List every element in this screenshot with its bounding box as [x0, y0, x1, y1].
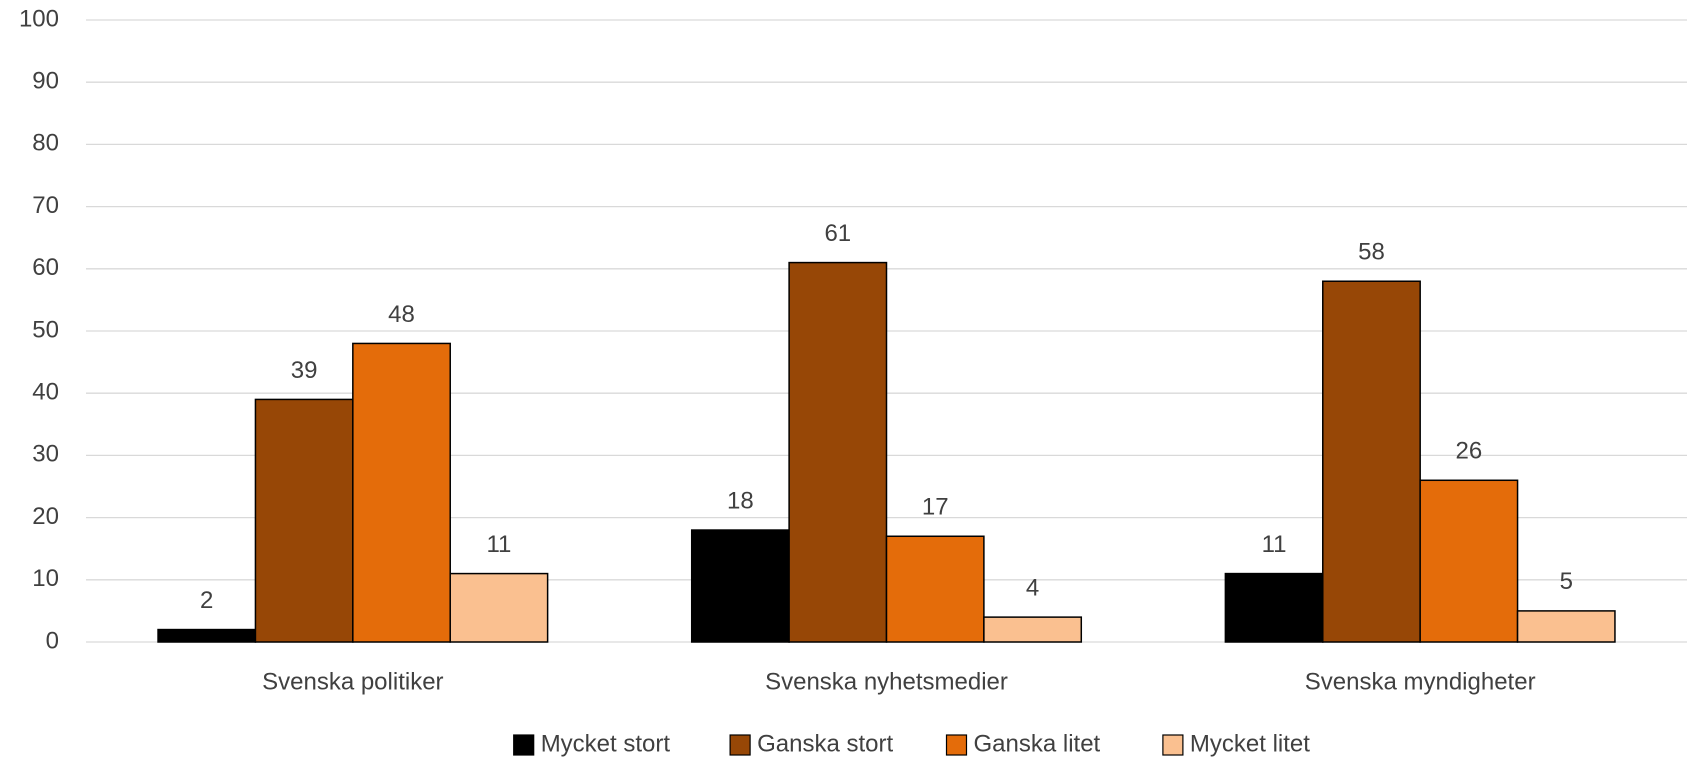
y-tick-label: 10: [32, 565, 59, 592]
data-label: 26: [1456, 438, 1483, 465]
data-label: 58: [1358, 239, 1385, 266]
data-label: 2: [200, 587, 213, 614]
bar: [788, 261, 888, 643]
data-label: 17: [922, 494, 949, 521]
bar: [1224, 572, 1324, 643]
bar: [1322, 280, 1421, 643]
bar: [254, 398, 354, 643]
legend-swatch: [945, 734, 968, 756]
legend-label: Mycket litet: [1190, 730, 1310, 757]
x-tick-label: Svenska politiker: [262, 668, 443, 695]
data-label: 39: [291, 357, 318, 384]
y-tick-label: 80: [32, 130, 59, 157]
data-label: 5: [1560, 568, 1573, 595]
bar: [885, 535, 985, 643]
legend-label: Ganska stort: [757, 730, 893, 757]
bar: [1419, 479, 1519, 643]
x-tick-label: Svenska nyhetsmedier: [765, 668, 1008, 695]
legend-swatch: [1162, 734, 1184, 756]
y-tick-label: 40: [32, 379, 59, 406]
data-label: 61: [824, 220, 851, 247]
data-label: 11: [486, 531, 511, 558]
legend-label: Ganska litet: [974, 730, 1101, 757]
y-tick-label: 70: [32, 192, 59, 219]
data-label: 48: [388, 301, 415, 328]
data-label: 11: [1262, 531, 1287, 558]
legend-swatch: [513, 734, 535, 756]
y-tick-label: 60: [32, 254, 59, 281]
y-tick-label: 100: [19, 5, 59, 32]
bar: [690, 529, 790, 643]
bar: [449, 572, 549, 643]
data-label: 18: [727, 487, 754, 514]
bar: [352, 342, 451, 643]
y-tick-label: 0: [46, 627, 59, 654]
y-tick-label: 20: [32, 503, 59, 530]
legend-swatch: [729, 734, 751, 756]
bar: [1516, 610, 1616, 643]
y-tick-label: 50: [32, 316, 59, 343]
bar: [157, 628, 257, 643]
y-tick-label: 30: [32, 441, 59, 468]
data-label: 4: [1026, 574, 1039, 601]
bar: [983, 616, 1083, 643]
y-tick-label: 90: [32, 68, 59, 95]
legend-label: Mycket stort: [541, 730, 671, 757]
x-tick-label: Svenska myndigheter: [1305, 668, 1536, 695]
